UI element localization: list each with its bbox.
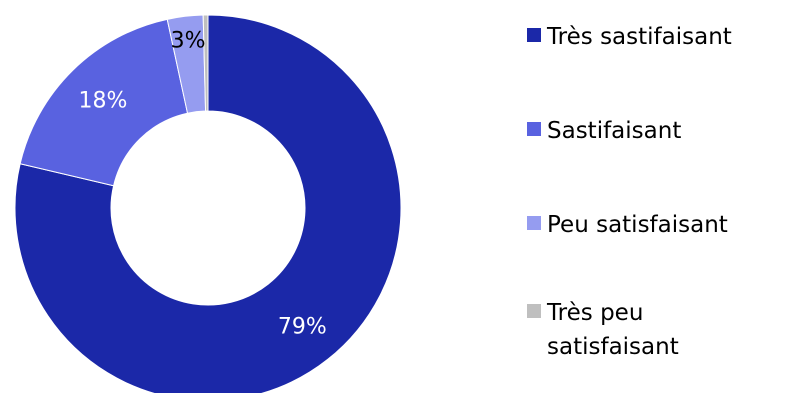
legend-label-sastifaisant: Sastifaisant <box>547 118 682 144</box>
legend-label-tres-sastifaisant: Très sastifaisant <box>547 24 732 50</box>
legend-label-tres-peu-satisfaisant: Très peu satisfaisant <box>547 300 679 360</box>
data-label-peu-satisfaisant: 3% <box>171 29 206 54</box>
slice-tres-peu-satisfaisant <box>202 14 209 112</box>
donut-chart-plot: 79% 18% 3% <box>14 14 402 393</box>
slice-sastifaisant <box>19 18 189 187</box>
legend-item-tres-peu-satisfaisant: Très peu satisfaisant <box>527 296 782 364</box>
slice-tres-sastifaisant <box>14 14 402 393</box>
legend-swatch-sastifaisant <box>527 122 541 136</box>
legend-item-tres-sastifaisant: Très sastifaisant <box>527 20 782 54</box>
legend-swatch-tres-peu-satisfaisant <box>527 304 541 318</box>
legend-item-sastifaisant: Sastifaisant <box>527 114 782 148</box>
legend-item-peu-satisfaisant: Peu satisfaisant <box>527 208 782 242</box>
legend-swatch-tres-sastifaisant <box>527 28 541 42</box>
legend-swatch-peu-satisfaisant <box>527 216 541 230</box>
legend: Très sastifaisant Sastifaisant Peu satis… <box>527 0 789 393</box>
legend-label-peu-satisfaisant: Peu satisfaisant <box>547 212 728 238</box>
data-label-sastifaisant: 18% <box>78 88 127 113</box>
data-label-tres-sastifaisant: 79% <box>278 315 327 340</box>
